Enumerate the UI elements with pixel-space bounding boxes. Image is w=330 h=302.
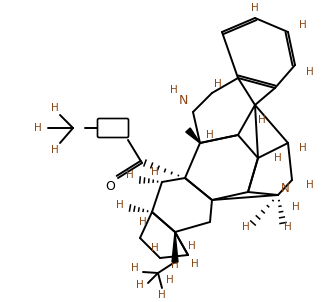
FancyBboxPatch shape [97,118,128,137]
Text: H: H [131,263,139,273]
Text: H: H [191,259,199,269]
Text: H: H [242,222,250,232]
Text: Abs: Abs [104,123,122,133]
Text: H: H [284,222,292,232]
Text: H: H [158,290,166,300]
Text: H: H [251,3,259,13]
Text: H: H [34,123,42,133]
Polygon shape [186,128,200,143]
Text: N: N [280,182,289,194]
Text: N: N [178,94,188,107]
Text: O: O [105,181,115,194]
Text: H: H [136,280,144,290]
Text: H: H [306,180,314,190]
Text: H: H [292,202,300,212]
Text: H: H [274,153,282,163]
Text: H: H [171,260,179,270]
Text: H: H [299,20,307,30]
Text: H: H [126,170,134,180]
Text: H: H [206,130,214,140]
Text: H: H [151,167,159,177]
Text: H: H [258,115,266,125]
Text: H: H [166,275,174,285]
Text: H: H [51,103,59,113]
Polygon shape [172,232,178,262]
Text: H: H [116,200,124,210]
Text: H: H [299,143,307,153]
Text: H: H [51,145,59,155]
Text: H: H [151,243,159,253]
Text: H: H [214,79,222,89]
Text: H: H [170,85,178,95]
Text: H: H [139,217,147,227]
Text: H: H [188,241,196,251]
Text: H: H [306,67,314,77]
